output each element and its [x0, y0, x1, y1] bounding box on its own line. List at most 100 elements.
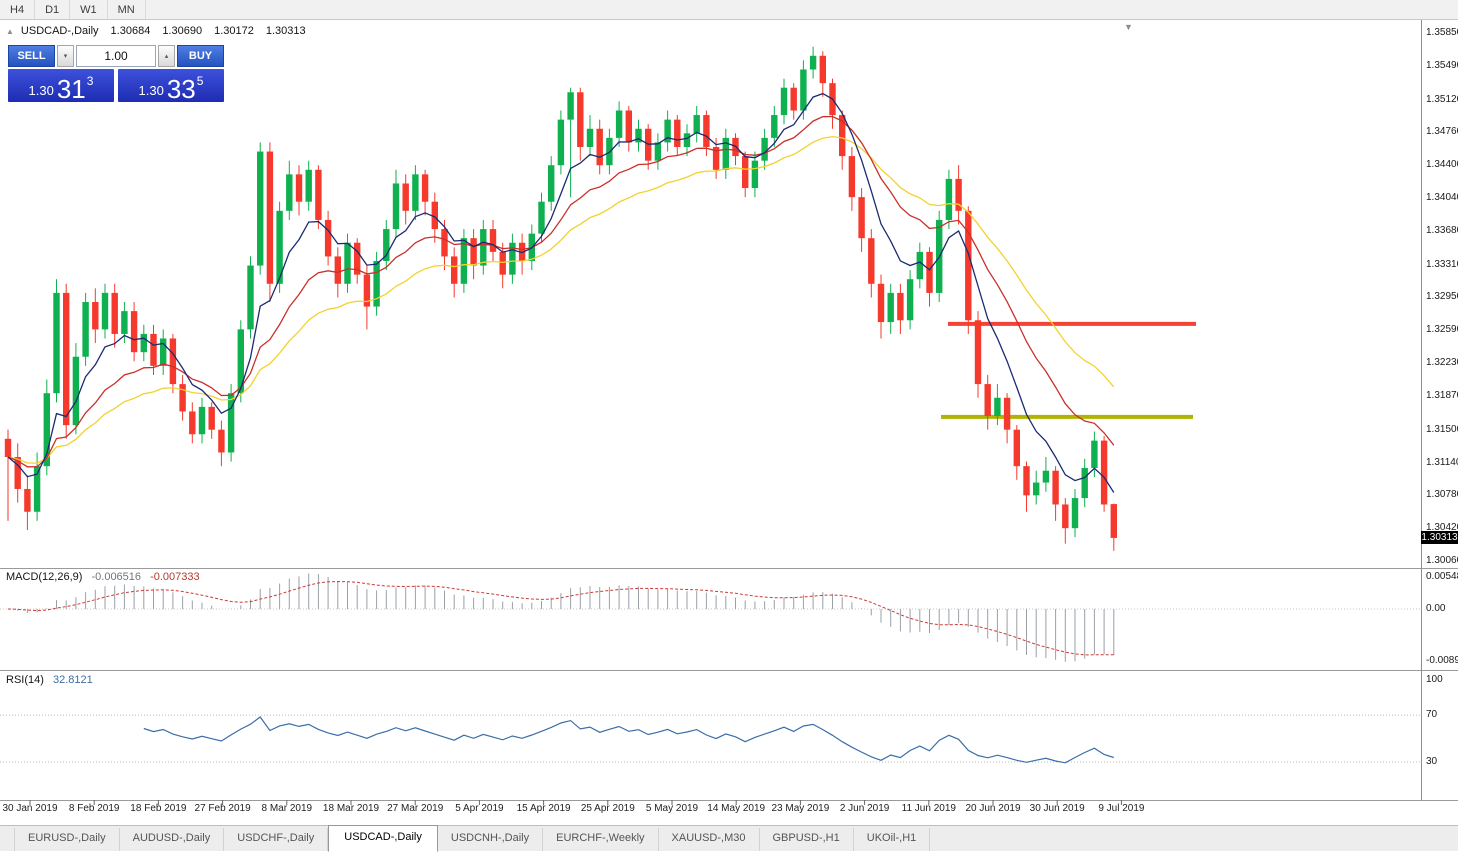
candle-body [518, 242, 526, 261]
volume-decrease-button[interactable]: ▾ [57, 45, 74, 67]
date-axis-label: 2 Jun 2019 [839, 803, 890, 814]
chart-tab-eurusd-daily[interactable]: EURUSD-,Daily [14, 828, 120, 851]
candle-body [955, 178, 962, 211]
collapse-panel-icon[interactable]: ▲ [6, 26, 14, 36]
ohlc-high: 1.30690 [162, 25, 203, 37]
candle-body [577, 92, 584, 147]
timeframe-toolbar: H4 D1 W1 MN [0, 0, 1458, 20]
candle-body [722, 137, 729, 170]
chart-tab-audusd-daily[interactable]: AUDUSD-,Daily [120, 828, 225, 851]
candle-body [218, 429, 225, 453]
candle-body [994, 397, 1001, 417]
date-axis-label: 18 Feb 2019 [130, 803, 187, 814]
candle-body [121, 311, 128, 334]
chart-shift-marker-icon[interactable]: ▼ [1124, 22, 1133, 32]
candle-body [557, 119, 565, 166]
chart-tab-usdcad-daily[interactable]: USDCAD-,Daily [328, 825, 438, 852]
timeframe-button-d1[interactable]: D1 [35, 0, 71, 19]
chart-tab-usdcnh-daily[interactable]: USDCNH-,Daily [438, 828, 544, 851]
chart-tab-gbpusd-h1[interactable]: GBPUSD-,H1 [760, 828, 854, 851]
candle-body [974, 320, 982, 385]
macd-signal-value: -0.007333 [150, 571, 200, 583]
candle-body [548, 165, 555, 202]
timeframe-button-mn[interactable]: MN [107, 0, 146, 19]
candle-body [712, 146, 720, 170]
sell-price-pips: 31 [56, 74, 86, 105]
chart-tab-ukoil-h1[interactable]: UKOil-,H1 [854, 828, 931, 851]
candle-body [334, 256, 341, 284]
date-axis-label: 25 Apr 2019 [580, 803, 635, 814]
date-axis-label: 14 May 2019 [707, 803, 766, 814]
candle-body [1100, 440, 1108, 505]
candle-body [179, 384, 186, 412]
candle-body [906, 279, 914, 321]
candle-body [615, 110, 623, 138]
candle-body [965, 210, 972, 321]
volume-input[interactable] [76, 45, 156, 67]
candle-body [868, 238, 875, 284]
symbol-header: ▲ USDCAD-,Daily 1.30684 1.30690 1.30172 … [6, 25, 306, 37]
sell-button[interactable]: SELL [8, 45, 55, 67]
chart-tab-xauusd-m30[interactable]: XAUUSD-,M30 [659, 828, 760, 851]
date-axis-label: 23 May 2019 [771, 803, 830, 814]
candle-body [53, 292, 60, 394]
candle-body [130, 311, 138, 353]
chart-tab-eurchf-weekly[interactable]: EURCHF-,Weekly [543, 828, 659, 851]
buy-button[interactable]: BUY [177, 45, 224, 67]
candle-body [1013, 429, 1020, 467]
mid-ema-line [7, 115, 1115, 468]
candle-body [683, 133, 691, 147]
candle-body [877, 283, 885, 323]
buy-price-button[interactable]: 1.30 33 5 [118, 69, 224, 102]
volume-increase-button[interactable]: ▴ [158, 45, 175, 67]
sell-price-button[interactable]: 1.30 31 3 [8, 69, 114, 102]
spinner-up-icon: ▴ [164, 53, 169, 60]
buy-price-pips: 33 [166, 74, 196, 105]
candle-body [761, 137, 768, 161]
date-axis-label: 18 Mar 2019 [322, 803, 380, 814]
date-axis-label: 8 Mar 2019 [261, 803, 313, 814]
date-axis-label: 27 Mar 2019 [387, 803, 444, 814]
date-axis-label: 5 Apr 2019 [455, 803, 504, 814]
timeframe-button-h4[interactable]: H4 [0, 0, 36, 19]
candle-body [227, 393, 235, 453]
candle-body [703, 115, 710, 147]
candle-body [412, 174, 419, 211]
candle-body [43, 393, 50, 467]
candle-body [266, 151, 274, 284]
candle-body [538, 201, 545, 234]
candle-body [276, 210, 283, 284]
candle-body [140, 333, 147, 353]
candle-body [480, 229, 487, 266]
candle-body [693, 115, 700, 134]
candle-body [945, 178, 953, 220]
timeframe-button-w1[interactable]: W1 [70, 0, 108, 19]
candle-body [635, 128, 642, 143]
candle-body [790, 87, 797, 111]
candle-body [742, 156, 749, 189]
rsi-line [143, 716, 1114, 764]
candle-body [771, 115, 778, 138]
candle-body [111, 292, 118, 334]
candle-body [237, 329, 244, 394]
candle-body [567, 92, 574, 120]
candle-body [150, 333, 157, 366]
candle-body [887, 292, 894, 323]
date-axis-label: 20 Jun 2019 [965, 803, 1021, 814]
candle-body [1110, 504, 1117, 538]
date-axis-label: 27 Feb 2019 [194, 803, 251, 814]
candle-body [897, 292, 904, 321]
candle-body [198, 406, 206, 435]
chart-tab-usdchf-daily[interactable]: USDCHF-,Daily [224, 828, 329, 851]
candle-body [33, 466, 41, 512]
candle-body [208, 406, 215, 430]
candle-body [24, 488, 31, 512]
spinner-down-icon: ▾ [63, 53, 68, 60]
date-axis-label: 15 Apr 2019 [516, 803, 571, 814]
candle-body [392, 183, 400, 230]
candle-body [402, 183, 409, 211]
candle-body [363, 274, 371, 307]
candle-body [674, 119, 681, 147]
candle-body [189, 411, 196, 435]
